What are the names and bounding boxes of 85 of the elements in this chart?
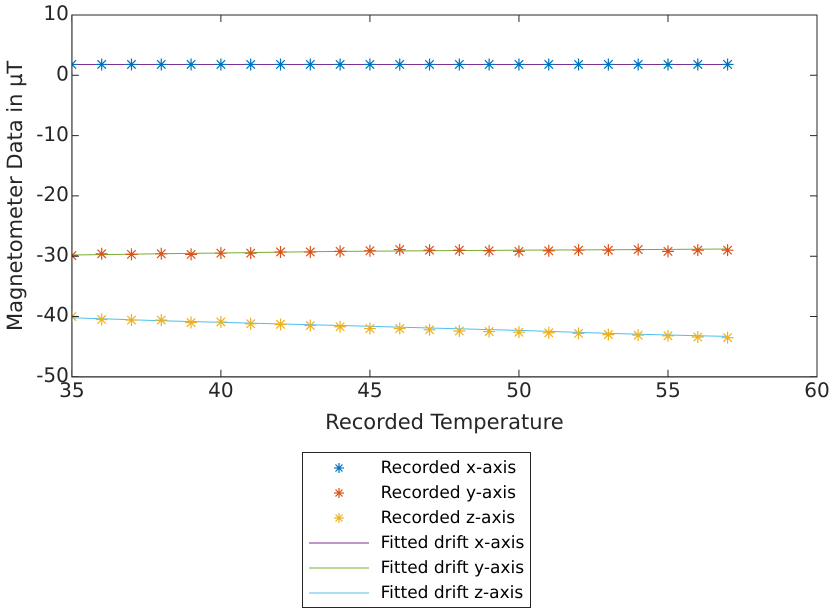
point [95, 312, 108, 326]
point [632, 242, 645, 256]
point [334, 244, 347, 258]
point [482, 58, 496, 72]
point [422, 58, 436, 72]
point [691, 58, 704, 72]
point [632, 58, 645, 72]
y-tick-label: 10 [43, 1, 69, 26]
point [154, 314, 168, 327]
point [184, 248, 198, 261]
legend-label: Recorded z-axis [380, 508, 516, 528]
point [363, 58, 377, 72]
legend-label: Recorded y-axis [380, 482, 516, 502]
y-tick-label: -20 [36, 182, 69, 206]
point [691, 244, 704, 257]
point [304, 318, 317, 332]
point [95, 247, 108, 260]
legend-label: Fitted drift x-axis [380, 532, 524, 552]
point [661, 244, 675, 258]
x-tick-label: 60 [804, 378, 830, 402]
point [95, 58, 108, 72]
legend-label: Recorded x-axis [380, 458, 516, 478]
point [304, 58, 317, 72]
point [304, 245, 317, 259]
point [244, 317, 258, 330]
point [422, 323, 436, 336]
point [512, 58, 526, 72]
point [184, 58, 198, 72]
point [334, 320, 347, 334]
point [512, 326, 526, 339]
x-tick-label: 55 [655, 378, 681, 402]
x-tick-label: 50 [506, 378, 532, 402]
point [244, 58, 258, 72]
point [154, 247, 168, 260]
point [154, 58, 168, 72]
point [542, 58, 556, 72]
point [393, 322, 406, 336]
point [602, 58, 615, 72]
legend-label: Fitted drift y-axis [380, 558, 524, 578]
point [334, 58, 347, 72]
point [572, 58, 586, 72]
point [124, 58, 138, 72]
point [602, 328, 615, 342]
x-tick-label: 40 [208, 378, 234, 402]
point [124, 248, 138, 261]
point [572, 244, 586, 257]
point [720, 244, 734, 257]
point [393, 242, 406, 256]
point [720, 331, 734, 344]
y-tick-label: -40 [36, 302, 69, 327]
point [452, 324, 466, 338]
point [124, 314, 138, 327]
legend-label: Fitted drift z-axis [380, 582, 524, 602]
y-tick-label: 0 [56, 62, 69, 86]
x-axis-title: Recorded Temperature [325, 410, 564, 434]
point [274, 318, 288, 331]
y-tick-label: -30 [36, 242, 69, 266]
point [542, 244, 556, 258]
y-axis-title: Magnetometer Data in μT [3, 60, 28, 332]
point [244, 246, 258, 260]
x-tick-label: 45 [357, 378, 383, 402]
point [661, 329, 675, 342]
point [542, 326, 556, 340]
point [632, 328, 645, 342]
point [661, 58, 675, 72]
point [363, 244, 377, 258]
point [393, 58, 406, 72]
point [274, 245, 288, 259]
point [482, 244, 496, 258]
point [214, 246, 228, 260]
point [452, 58, 466, 72]
point [482, 324, 496, 338]
point [720, 58, 734, 72]
point [422, 244, 436, 257]
point [214, 58, 228, 72]
point [512, 244, 526, 258]
point [274, 58, 288, 72]
point [214, 315, 228, 329]
y-tick-label: -10 [36, 122, 69, 146]
point [691, 330, 704, 344]
point [184, 316, 198, 330]
point [363, 322, 377, 336]
point [452, 244, 466, 257]
point [602, 244, 615, 257]
point [572, 326, 586, 340]
